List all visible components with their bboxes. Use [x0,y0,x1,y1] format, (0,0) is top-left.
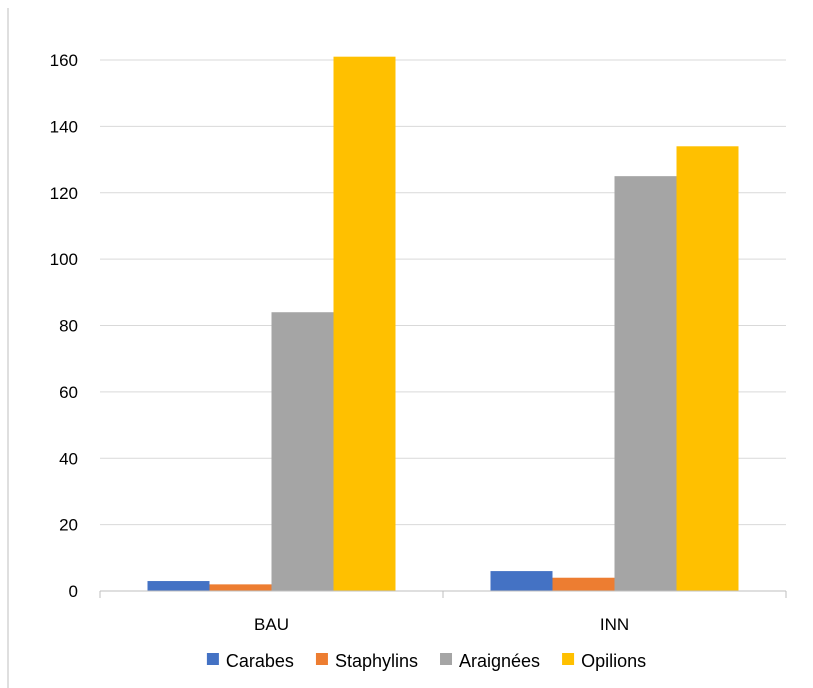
bar-inn-opilions [676,146,739,591]
y-tick-label: 80 [59,317,78,336]
legend: Carabes Staphylins Araignées Opilions [206,651,646,671]
y-tick-label: 140 [50,117,78,136]
y-tick-label: 20 [59,516,78,535]
y-tick-label: 60 [59,383,78,402]
x-category-label: BAU [254,615,289,634]
y-tick-label: 120 [50,184,78,203]
y-tick-label: 0 [69,582,78,601]
legend-swatch-carabes [206,653,219,665]
gridlines [100,59,786,526]
legend-label: Carabes [226,651,294,671]
bar-bau-opilions [333,56,396,591]
x-axis-category-labels: BAU INN [254,615,629,634]
bars [147,56,739,591]
bar-bau-carabes [147,581,210,591]
x-category-label: INN [600,615,629,634]
legend-label: Araignées [459,651,540,671]
bar-bau-staphylins [209,584,272,591]
bar-inn-araignées [614,176,677,591]
y-tick-label: 40 [59,449,78,468]
axes [99,590,787,598]
bar-inn-staphylins [552,577,615,591]
bar-inn-carabes [490,571,553,591]
legend-label: Staphylins [335,651,418,671]
legend-swatch-araignées [440,653,453,665]
y-axis-tick-labels: 0 20 40 60 80 100 120 140 160 [50,51,78,601]
y-tick-label: 160 [50,51,78,70]
legend-label: Opilions [581,651,646,671]
legend-swatch-staphylins [315,653,328,665]
y-tick-label: 100 [50,250,78,269]
bar-bau-araignées [271,312,334,591]
legend-swatch-opilions [562,653,575,665]
